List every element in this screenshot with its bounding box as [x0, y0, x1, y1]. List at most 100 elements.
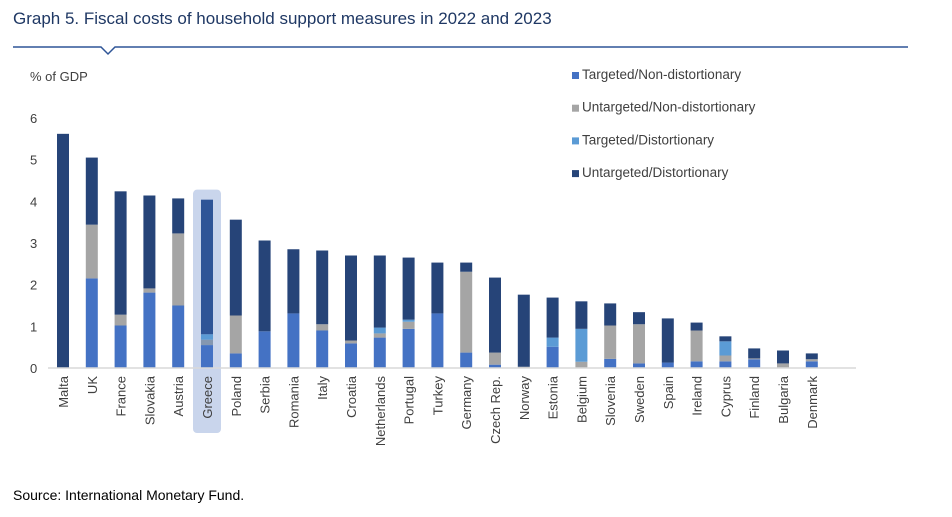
bar-segment-untargeted-non-distortionary	[575, 361, 588, 368]
x-tick-label: Portugal	[402, 376, 417, 425]
bar-segment-targeted-non-distortionary	[805, 361, 818, 368]
bar-segment-targeted-non-distortionary	[172, 305, 185, 368]
bar-segment-untargeted-non-distortionary	[489, 352, 501, 365]
source-note: Source: International Monetary Fund.	[13, 487, 245, 503]
x-tick-label: France	[114, 376, 129, 416]
x-tick-label: Poland	[229, 376, 244, 416]
bar-segment-untargeted-non-distortionary	[633, 324, 645, 364]
bar-segment-untargeted-distortionary	[287, 249, 300, 314]
bar-segment-untargeted-distortionary	[172, 198, 185, 234]
x-tick-label: UK	[85, 376, 100, 394]
y-tick-label: 0	[30, 361, 37, 376]
x-tick-label: Denmark	[805, 376, 820, 429]
bar-segment-untargeted-distortionary	[690, 322, 703, 331]
x-tick-label: Sweden	[632, 376, 647, 423]
bar-segment-untargeted-distortionary	[373, 255, 386, 328]
x-tick-label: Estonia	[546, 375, 561, 419]
bar-segment-targeted-non-distortionary	[546, 346, 559, 368]
bar-segment-untargeted-non-distortionary	[690, 330, 703, 362]
title-divider	[13, 46, 908, 56]
legend-label: Targeted/Non-distortionary	[582, 67, 741, 82]
stacked-bar-chart: % of GDP 0 1 2 3 4 5 6 Malta UK France Slovakia Aust…	[30, 67, 856, 447]
bar-segment-untargeted-distortionary	[661, 318, 674, 363]
bar-segment-untargeted-non-distortionary	[460, 271, 473, 353]
x-tick-label: Germany	[459, 376, 474, 430]
x-tick-label: Serbia	[258, 375, 273, 413]
x-tick-label: Ireland	[690, 376, 705, 416]
legend-label: Targeted/Distortionary	[582, 132, 714, 147]
chart-title: Graph 5. Fiscal costs of household suppo…	[13, 9, 552, 28]
bar-segment-targeted-distortionary	[719, 341, 732, 356]
y-tick-label: 4	[30, 194, 37, 209]
x-tick-label: Spain	[661, 376, 676, 409]
bar-segment-untargeted-distortionary	[748, 348, 761, 359]
bar-segment-untargeted-distortionary	[431, 262, 444, 314]
bar-segment-untargeted-non-distortionary	[114, 314, 127, 326]
bar-segment-untargeted-non-distortionary	[402, 321, 415, 329]
bar-segment-untargeted-distortionary	[460, 262, 473, 272]
bar-segment-targeted-non-distortionary	[345, 343, 357, 368]
bar-segment-targeted-distortionary	[546, 337, 559, 347]
bar-segment-targeted-distortionary	[402, 319, 415, 322]
bar-segment-untargeted-non-distortionary	[316, 324, 329, 331]
legend-marker	[572, 104, 579, 112]
x-tick-label: Norway	[517, 376, 532, 421]
bar-segment-untargeted-distortionary	[143, 195, 156, 289]
bar-segment-untargeted-non-distortionary	[143, 288, 156, 293]
x-tick-label: Netherlands	[373, 376, 388, 447]
bar-segment-untargeted-non-distortionary	[345, 340, 357, 344]
bar-segment-untargeted-distortionary	[258, 240, 271, 332]
bar-segment-untargeted-non-distortionary	[805, 359, 818, 362]
bar-segment-untargeted-non-distortionary	[748, 358, 761, 360]
x-tick-label: Croatia	[344, 375, 359, 418]
bar-segment-untargeted-distortionary	[777, 350, 789, 364]
bar-segment-untargeted-non-distortionary	[172, 233, 185, 306]
bar-segment-targeted-distortionary	[575, 328, 588, 362]
x-tick-label: Slovenia	[603, 375, 618, 426]
bar-segment-untargeted-distortionary	[633, 312, 645, 325]
x-tick-label: Turkey	[430, 376, 445, 416]
bar-segment-untargeted-non-distortionary	[85, 224, 98, 279]
x-tick-label: Greece	[200, 376, 215, 419]
bar-segment-targeted-non-distortionary	[604, 358, 617, 368]
bar-segment-targeted-distortionary	[201, 334, 213, 340]
bar-segment-targeted-non-distortionary	[661, 362, 674, 368]
legend-marker	[572, 137, 579, 145]
bar-segment-targeted-non-distortionary	[633, 363, 645, 368]
bar-segment-untargeted-non-distortionary	[604, 325, 617, 359]
bar-segment-targeted-non-distortionary	[431, 313, 444, 368]
bar-segment-untargeted-distortionary	[604, 303, 617, 326]
x-tick-label: Austria	[171, 375, 186, 416]
bar-segment-untargeted-non-distortionary	[777, 363, 789, 368]
x-tick-label: Slovakia	[142, 375, 157, 425]
bar-segment-untargeted-distortionary	[402, 257, 415, 320]
bar-segment-targeted-non-distortionary	[402, 328, 415, 368]
legend-marker	[572, 170, 579, 178]
bar-segment-targeted-distortionary	[373, 327, 386, 334]
bar-segment-targeted-non-distortionary	[489, 364, 501, 368]
bar-segment-untargeted-distortionary	[114, 191, 127, 315]
bar-segment-targeted-non-distortionary	[373, 337, 386, 368]
bar-segment-targeted-non-distortionary	[316, 330, 329, 368]
bar-segment-targeted-non-distortionary	[258, 331, 271, 368]
bar-segment-untargeted-non-distortionary	[229, 315, 242, 354]
bar-segment-untargeted-distortionary	[85, 157, 98, 225]
bar-segment-targeted-non-distortionary	[690, 361, 703, 368]
bar-segment-untargeted-non-distortionary	[201, 339, 213, 346]
bar-segment-targeted-non-distortionary	[748, 359, 761, 368]
x-tick-label: Italy	[315, 376, 330, 400]
x-tick-label: Malta	[56, 375, 71, 408]
legend-marker	[572, 72, 579, 79]
bar-segment-targeted-non-distortionary	[85, 278, 98, 368]
bar-segment-untargeted-distortionary	[201, 199, 213, 335]
y-tick-label: 3	[30, 236, 37, 251]
legend-label: Untargeted/Non-distortionary	[582, 100, 756, 115]
bar-segment-untargeted-distortionary	[316, 250, 329, 325]
bar-segment-targeted-non-distortionary	[229, 353, 242, 368]
x-tick-label: Czech Rep.	[488, 376, 503, 444]
bar-segment-targeted-non-distortionary	[287, 313, 300, 368]
bar-segment-untargeted-non-distortionary	[373, 333, 386, 338]
bar-segment-untargeted-distortionary	[57, 133, 69, 368]
y-tick-label: 6	[30, 111, 37, 126]
bar-segment-untargeted-distortionary	[489, 277, 501, 353]
